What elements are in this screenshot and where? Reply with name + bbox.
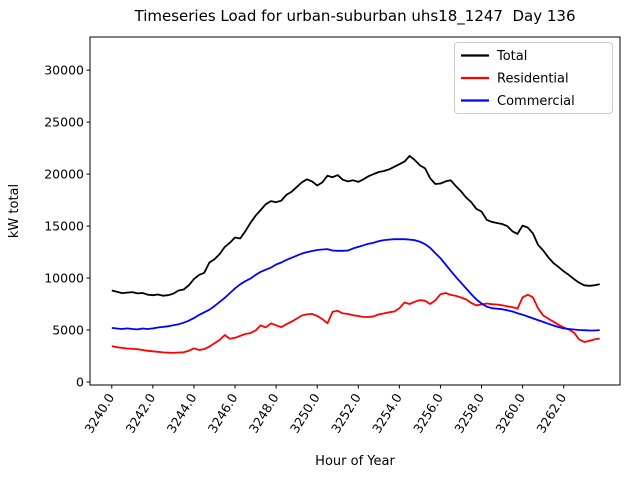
y-tick-label: 5000 — [52, 323, 84, 338]
legend: Total Residential Commercial — [454, 42, 613, 114]
series-lines — [111, 154, 600, 354]
legend-label-residential: Residential — [497, 72, 569, 87]
chart-title: Timeseries Load for urban-suburban uhs18… — [134, 7, 576, 26]
y-tick-label: 0 — [76, 374, 84, 389]
legend-label-commercial: Commercial — [497, 94, 575, 109]
legend-box — [454, 42, 613, 114]
series-line-commercial — [111, 238, 600, 332]
y-tick-label: 30000 — [44, 63, 84, 78]
legend-label-total: Total — [496, 49, 527, 64]
legend-entries: Total Residential Commercial — [461, 49, 575, 109]
y-tick-label: 15000 — [44, 219, 84, 234]
y-axis-label: kW total — [7, 184, 22, 238]
y-axis-ticks: 0 5000 10000 15000 20000 25000 30000 — [44, 63, 90, 389]
series-line-residential — [111, 292, 600, 354]
x-axis-label: Hour of Year — [315, 454, 395, 469]
y-tick-label: 10000 — [44, 271, 84, 286]
y-tick-label: 25000 — [44, 115, 84, 130]
series-line-total — [111, 154, 600, 297]
y-tick-label: 20000 — [44, 167, 84, 182]
